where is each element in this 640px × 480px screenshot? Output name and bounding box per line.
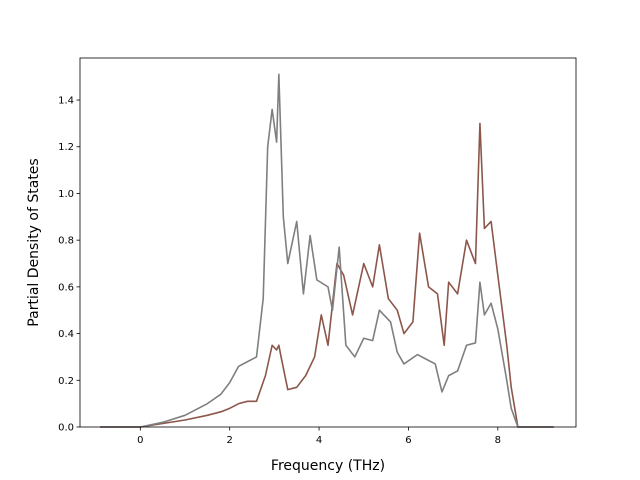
x-tick-label: 0 xyxy=(137,435,143,446)
y-axis-label: Partial Density of States xyxy=(26,158,42,326)
y-tick-label: 0.2 xyxy=(58,376,74,387)
x-tick-label: 4 xyxy=(316,435,322,446)
y-tick-label: 1.0 xyxy=(58,189,74,200)
axes-frame xyxy=(79,57,577,428)
x-tick-label: 8 xyxy=(495,435,501,446)
y-tick-label: 0.8 xyxy=(58,236,74,247)
y-tick-label: 1.4 xyxy=(58,96,74,107)
x-axis: 0 2 4 6 8 xyxy=(137,427,501,446)
series-line-1 xyxy=(100,73,554,428)
x-axis-label: Frequency (THz) xyxy=(271,458,385,474)
y-tick-label: 1.2 xyxy=(58,142,74,153)
series-line-0 xyxy=(100,122,554,428)
y-tick-label: 0.6 xyxy=(58,282,74,293)
y-tick-label: 0.4 xyxy=(58,329,74,340)
x-tick-label: 6 xyxy=(405,435,411,446)
y-tick-label: 0.0 xyxy=(58,423,74,434)
x-tick-label: 2 xyxy=(227,435,233,446)
y-axis: 0.0 0.2 0.4 0.6 0.8 1.0 1.2 1.4 xyxy=(58,96,80,434)
series-layer xyxy=(100,73,554,428)
